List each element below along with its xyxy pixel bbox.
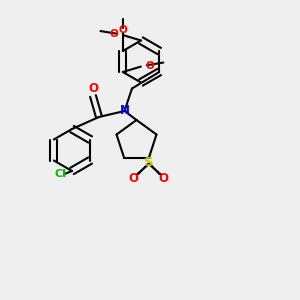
Text: O: O bbox=[129, 172, 139, 185]
Text: O: O bbox=[118, 25, 127, 35]
Text: O: O bbox=[146, 61, 154, 71]
Text: O: O bbox=[159, 172, 169, 185]
Text: O: O bbox=[110, 29, 118, 39]
Text: O: O bbox=[88, 82, 98, 95]
Text: Cl: Cl bbox=[54, 169, 66, 179]
Text: N: N bbox=[119, 104, 130, 118]
Text: S: S bbox=[144, 156, 154, 169]
